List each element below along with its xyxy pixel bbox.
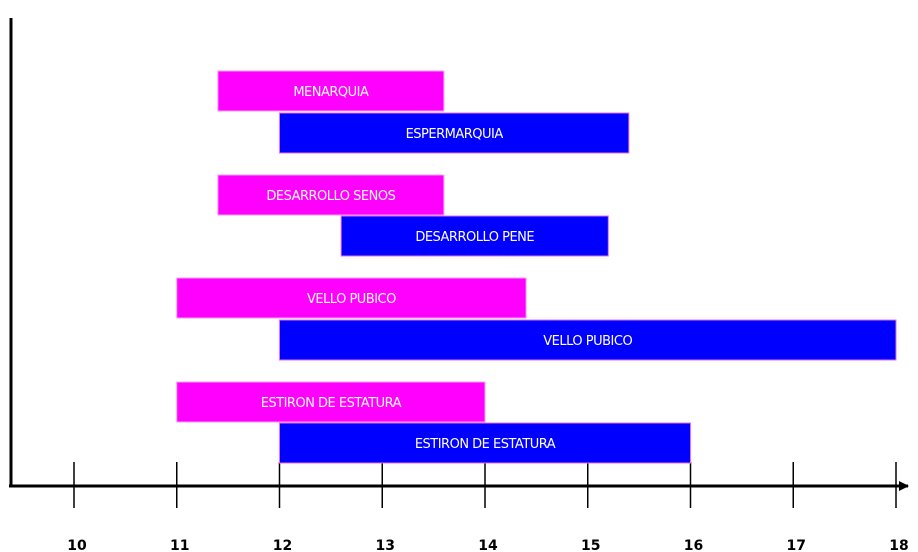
x-ticks [73, 462, 897, 508]
bar-pink-0 [217, 70, 445, 112]
bar-label-1: ESPERMARQUIA [406, 127, 504, 142]
bar-label-5: VELLO PUBICO [543, 334, 632, 349]
x-tick-label-12: 12 [273, 538, 292, 552]
bar-label-3: DESARROLLO PENE [415, 230, 534, 245]
bar-pink-6 [176, 381, 486, 423]
bar-blue-7 [279, 422, 691, 464]
bar-blue-1 [279, 112, 630, 154]
x-tick-label-18: 18 [889, 538, 908, 552]
bar-pink-4 [176, 277, 527, 319]
bar-label-4: VELLO PUBICO [307, 292, 396, 307]
bar-pink-2 [217, 174, 445, 216]
bar-blue-3 [340, 215, 609, 257]
bars: MENARQUIA ESPERMARQUIA DESARROLLO SENOS DES… [176, 70, 897, 464]
bar-label-0: MENARQUIA [293, 85, 369, 100]
x-tick-label-17: 17 [787, 538, 806, 552]
x-tick-label-13: 13 [376, 538, 395, 552]
x-tick-label-10: 10 [67, 538, 87, 552]
bar-label-2: DESARROLLO SENOS [266, 189, 395, 204]
x-tick-label-11: 11 [170, 538, 189, 552]
bar-blue-5 [279, 319, 897, 361]
x-tick-label-14: 14 [478, 538, 498, 552]
bar-label-7: ESTIRON DE ESTATURA [415, 437, 556, 452]
x-tick-label-16: 16 [684, 538, 703, 552]
x-tick-labels: 10 11 12 13 14 15 16 17 18 [67, 538, 908, 552]
bar-label-6: ESTIRON DE ESTATURA [261, 396, 402, 411]
x-tick-label-15: 15 [581, 538, 600, 552]
